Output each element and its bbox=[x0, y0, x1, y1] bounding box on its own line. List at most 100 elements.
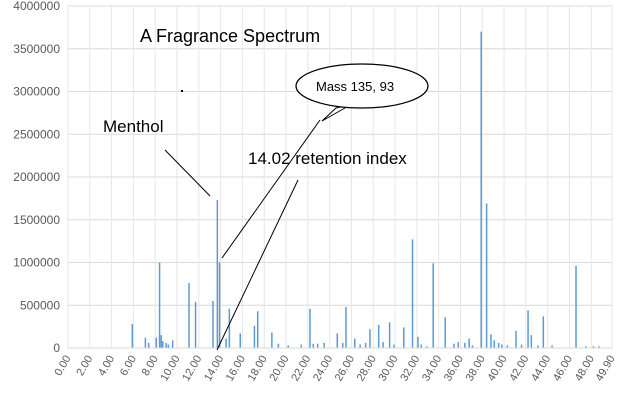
y-tick-label: 2000000 bbox=[13, 170, 60, 184]
bubble-text: Mass 135, 93 bbox=[316, 79, 394, 94]
x-tick-label: 28.00 bbox=[355, 354, 379, 384]
bar bbox=[382, 342, 384, 348]
x-tick-label: 38.00 bbox=[464, 354, 488, 384]
bar bbox=[457, 342, 460, 348]
bar bbox=[417, 336, 419, 348]
bar bbox=[341, 342, 344, 348]
x-tick-label: 10.00 bbox=[158, 354, 182, 384]
retention-pointer-line bbox=[216, 179, 299, 351]
menthol-label: Menthol bbox=[103, 117, 163, 136]
bar bbox=[497, 342, 500, 348]
bar bbox=[171, 340, 174, 348]
bar bbox=[160, 335, 162, 348]
y-tick-label: 1000000 bbox=[13, 256, 60, 270]
y-tick-label: 4000000 bbox=[13, 0, 60, 13]
bar bbox=[309, 308, 311, 348]
bar bbox=[253, 325, 256, 348]
y-tick-label: 1500000 bbox=[13, 213, 60, 227]
bubble-body bbox=[295, 63, 429, 109]
bar bbox=[485, 203, 488, 348]
x-tick-label: 30.00 bbox=[376, 354, 400, 384]
y-tick-label: 0 bbox=[53, 341, 60, 355]
x-tick-label: 42.00 bbox=[507, 354, 531, 384]
bar bbox=[377, 324, 380, 348]
bar bbox=[403, 327, 405, 348]
bar bbox=[575, 265, 577, 348]
y-tick-label: 3000000 bbox=[13, 85, 60, 99]
bar bbox=[194, 301, 197, 348]
x-tick-label: 49.90 bbox=[593, 354, 617, 384]
bar bbox=[147, 342, 150, 348]
bar bbox=[312, 343, 315, 348]
bar bbox=[520, 344, 523, 348]
retention-index-label: 14.02 retention index bbox=[248, 149, 407, 168]
bar bbox=[480, 31, 482, 349]
bar bbox=[323, 342, 325, 348]
bar bbox=[228, 308, 231, 348]
y-tick-label: 500000 bbox=[20, 298, 60, 312]
bars bbox=[131, 31, 600, 349]
chart-title: A Fragrance Spectrum bbox=[140, 26, 320, 46]
bar bbox=[592, 346, 595, 348]
x-tick-label: 32.00 bbox=[398, 354, 422, 384]
x-tick-label: 0.00 bbox=[52, 354, 73, 379]
bar bbox=[218, 262, 221, 348]
y-axis-ticks: 0 500000 1000000 1500000 2000000 2500000 30000… bbox=[13, 0, 60, 355]
x-tick-label: 12.00 bbox=[180, 354, 204, 384]
menthol-pointer-line bbox=[164, 149, 211, 197]
bar bbox=[471, 345, 474, 348]
small-dot-marker bbox=[181, 90, 183, 92]
bar bbox=[515, 330, 517, 348]
bar bbox=[468, 338, 470, 348]
bar bbox=[388, 322, 391, 348]
x-tick-label: 4.00 bbox=[96, 354, 117, 379]
mass-callout-bubble: Mass 135, 93 bbox=[295, 63, 429, 122]
bar bbox=[316, 343, 319, 348]
bar bbox=[188, 283, 190, 348]
bar bbox=[225, 338, 227, 348]
bar bbox=[506, 345, 509, 348]
y-tick-label: 3500000 bbox=[13, 42, 60, 56]
bar bbox=[530, 335, 533, 348]
x-tick-label: 26.00 bbox=[333, 354, 357, 384]
bar bbox=[165, 342, 167, 348]
bar bbox=[239, 333, 241, 348]
x-tick-label: 44.00 bbox=[529, 354, 553, 384]
bar bbox=[420, 344, 422, 348]
bar bbox=[490, 334, 492, 348]
bar bbox=[162, 341, 164, 348]
bar bbox=[598, 346, 600, 348]
bar bbox=[359, 344, 361, 348]
bar bbox=[542, 316, 545, 348]
x-tick-label: 40.00 bbox=[486, 354, 510, 384]
bar bbox=[300, 344, 303, 348]
bar bbox=[444, 317, 446, 348]
grid bbox=[67, 5, 613, 349]
bar bbox=[527, 310, 529, 348]
bar bbox=[369, 329, 371, 348]
bar bbox=[432, 263, 434, 348]
x-tick-label: 34.00 bbox=[420, 354, 444, 384]
bar bbox=[453, 343, 455, 348]
bar bbox=[144, 337, 147, 348]
bar bbox=[364, 342, 367, 348]
bar bbox=[501, 344, 503, 348]
y-tick-label: 2500000 bbox=[13, 127, 60, 141]
bar bbox=[212, 300, 214, 348]
x-tick-label: 16.00 bbox=[224, 354, 248, 384]
bar bbox=[537, 345, 539, 348]
bar bbox=[271, 332, 273, 348]
bar bbox=[256, 311, 259, 348]
x-tick-label: 48.00 bbox=[573, 354, 597, 384]
x-tick-label: 36.00 bbox=[442, 354, 466, 384]
x-tick-label: 22.00 bbox=[289, 354, 313, 384]
bar bbox=[167, 344, 170, 348]
x-tick-label: 46.00 bbox=[551, 354, 575, 384]
bar bbox=[216, 200, 219, 348]
x-tick-label: 8.00 bbox=[140, 354, 161, 379]
bar bbox=[393, 344, 395, 348]
bubble-pointer-line bbox=[221, 119, 321, 259]
x-tick-label: 2.00 bbox=[74, 354, 95, 379]
